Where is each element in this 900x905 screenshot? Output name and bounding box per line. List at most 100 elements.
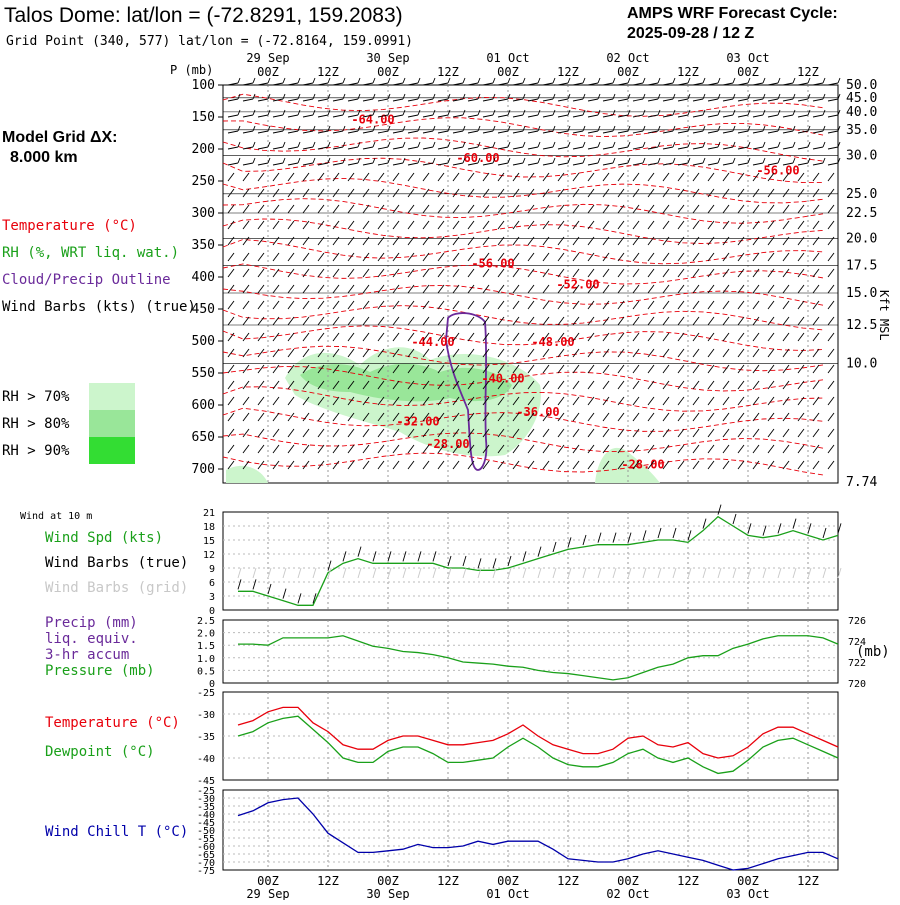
- wind-barb: [242, 162, 254, 166]
- wind-barb: [347, 236, 355, 246]
- wind-barb: [647, 284, 655, 294]
- isotherm-label: -60.00: [456, 151, 499, 165]
- wind-barb: [482, 380, 490, 390]
- wind-barb: [422, 98, 434, 102]
- wind-barb: [587, 252, 595, 262]
- surface-wind-barb: [597, 532, 602, 543]
- wind-barb: [287, 460, 295, 470]
- legend-precip: Precip (mm): [45, 615, 138, 631]
- temp-tick: -25: [197, 688, 215, 699]
- wind-barb: [737, 236, 745, 246]
- wind-barb: [512, 444, 520, 454]
- wind-barb: [272, 460, 280, 470]
- wind-barb: [497, 220, 505, 230]
- wind-barb: [572, 460, 580, 470]
- wind-barb-feather: [312, 109, 316, 116]
- wind-barb-feather: [252, 109, 256, 116]
- wind-barb: [587, 204, 595, 214]
- pressure-tick: 726: [848, 616, 866, 627]
- grid-wind-barb: [237, 567, 242, 579]
- legend-temperature: Temperature (°C): [2, 218, 137, 234]
- wind-barb: [287, 268, 295, 278]
- wind-barb-feather: [312, 77, 316, 84]
- wind-barb: [662, 188, 670, 198]
- wind-barb: [587, 316, 595, 326]
- wind-barb-feather: [822, 109, 826, 116]
- wind-barb-feather: [297, 157, 301, 164]
- wind-barb-feather: [807, 109, 811, 116]
- wind-barb: [437, 364, 445, 374]
- wind-barb: [272, 130, 284, 134]
- wind-barb: [557, 348, 565, 358]
- wind-barb: [707, 252, 715, 262]
- rh-swatch-70: [89, 383, 135, 410]
- wind-barb: [542, 82, 554, 86]
- wind-barb: [392, 188, 400, 198]
- wind-barb: [227, 300, 235, 310]
- wind-barb: [482, 300, 490, 310]
- wind-barb-feather: [822, 125, 826, 132]
- wind-barb: [407, 220, 415, 230]
- time-label-top: 12Z: [317, 65, 339, 79]
- wind-barb: [707, 428, 715, 438]
- wind-barb: [407, 284, 415, 294]
- wind-barb: [587, 114, 599, 118]
- wind-barb: [827, 236, 835, 246]
- wind-barb-feather: [642, 141, 646, 148]
- wind-barb-feather: [732, 77, 736, 84]
- wind-barb: [767, 364, 775, 374]
- wind-barb-feather: [447, 125, 451, 132]
- wind-barb-feather: [372, 141, 376, 148]
- wind-barb: [272, 172, 280, 182]
- wind-barb-feather: [447, 77, 451, 84]
- wind-barb-feather: [537, 77, 541, 84]
- wind-barb: [602, 444, 610, 454]
- wind-barb: [287, 396, 295, 406]
- grid-wind-barb: [447, 567, 452, 579]
- wind-barb-feather: [552, 141, 556, 148]
- wind-barb: [452, 236, 460, 246]
- wind-barb-feather: [732, 141, 736, 148]
- wind-barb: [272, 82, 284, 86]
- wind-barb: [722, 332, 730, 342]
- wind-barb: [287, 162, 299, 166]
- wind-barb: [617, 460, 625, 470]
- wind-barb: [572, 316, 580, 326]
- grid-wind-barb: [297, 567, 302, 579]
- wind-barb: [272, 252, 280, 262]
- wind-barb: [617, 252, 625, 262]
- wind-barb: [737, 130, 749, 134]
- wind-barb: [752, 300, 760, 310]
- precip-tick: 1.5: [197, 641, 215, 652]
- wind-barb: [332, 188, 340, 198]
- wind-barb-feather: [672, 157, 676, 164]
- surface-wind-barb: [447, 555, 452, 567]
- wind-barb: [587, 268, 595, 278]
- wind-barb: [557, 220, 565, 230]
- wind-barb: [557, 396, 565, 406]
- wind-barb: [377, 428, 385, 438]
- date-label-bottom: 02 Oct: [606, 887, 649, 900]
- wind-barb-feather: [492, 157, 496, 164]
- wind-barb: [467, 396, 475, 406]
- wind-barb-feather: [492, 125, 496, 132]
- wind-barb-feather: [387, 109, 391, 116]
- grid-wind-barb: [417, 567, 422, 579]
- wind-barb: [722, 380, 730, 390]
- wind-barb-feather: [342, 141, 346, 148]
- wind-barb: [497, 300, 505, 310]
- wind-barb: [317, 172, 325, 182]
- wind-barb: [542, 172, 550, 182]
- wind-barb: [422, 188, 430, 198]
- wind-barb-feather: [597, 141, 601, 148]
- wind-barb-feather: [612, 77, 616, 84]
- wind-barb: [617, 204, 625, 214]
- wind-barb: [467, 316, 475, 326]
- wind-barb: [542, 98, 554, 102]
- wind-barb-feather: [402, 77, 406, 84]
- wind-barb: [467, 188, 475, 198]
- wind-barb-feather: [732, 157, 736, 164]
- wind-barb: [512, 316, 520, 326]
- wind-barb: [527, 460, 535, 470]
- surface-wind-barb: [462, 555, 467, 567]
